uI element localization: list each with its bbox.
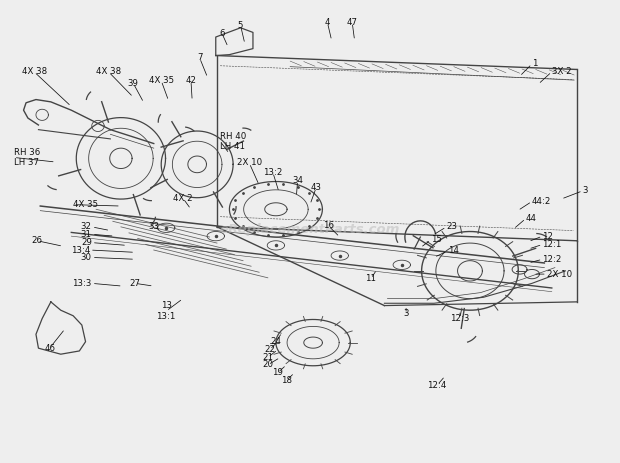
Text: 12:4: 12:4 [427,381,447,390]
Text: 6: 6 [219,29,224,38]
Text: 13
13:1: 13 13:1 [156,301,176,321]
Text: 21: 21 [262,353,273,362]
Text: 7: 7 [197,53,202,63]
Text: 11: 11 [365,274,376,283]
Text: 3: 3 [583,186,588,195]
Text: 42: 42 [185,76,197,85]
Text: RH 40
LH 41: RH 40 LH 41 [220,131,246,151]
Text: 29: 29 [81,238,92,247]
Text: 12: 12 [542,232,554,241]
Text: RH 36
LH 37: RH 36 LH 37 [14,148,40,167]
Text: 47: 47 [347,18,358,27]
Text: 46: 46 [44,344,55,353]
Text: 4X 38: 4X 38 [96,67,121,76]
Text: 1: 1 [532,59,538,69]
Text: 14: 14 [448,246,459,256]
Text: 4X 2: 4X 2 [173,194,193,203]
Text: 4X 35: 4X 35 [149,76,174,85]
Text: 44:2: 44:2 [532,197,551,206]
Text: 16: 16 [323,221,334,231]
Text: 15: 15 [431,235,442,244]
Text: 13:2: 13:2 [263,168,283,177]
Text: 31: 31 [81,230,92,239]
Text: 27: 27 [130,279,141,288]
Text: 26: 26 [32,236,43,245]
Text: 44: 44 [526,214,537,223]
Text: 12:2: 12:2 [542,255,562,264]
Text: 20: 20 [262,360,273,369]
Text: 43: 43 [311,183,322,192]
Text: 4X 38: 4X 38 [22,67,46,76]
Text: 4: 4 [325,18,330,27]
Text: 12:3: 12:3 [450,314,470,323]
Text: 2X 10: 2X 10 [237,158,262,168]
Text: 12:1: 12:1 [542,240,562,249]
Text: 3X 2: 3X 2 [552,67,572,76]
Text: 13:4: 13:4 [71,245,90,255]
Text: 24: 24 [270,337,281,346]
Text: 34: 34 [292,176,303,185]
Text: 22: 22 [264,345,275,354]
Text: eReplacementParts.com: eReplacementParts.com [220,223,400,236]
Text: 3: 3 [404,309,409,319]
Text: 18: 18 [281,376,292,385]
Text: 2X 10: 2X 10 [547,269,572,279]
Text: 32: 32 [81,222,92,232]
Text: 39: 39 [128,79,139,88]
Text: 30: 30 [81,253,92,262]
Text: 5: 5 [238,21,243,30]
Text: 13:3: 13:3 [73,279,92,288]
Text: 23: 23 [446,222,458,232]
Text: 19: 19 [272,368,283,377]
Text: 33: 33 [148,222,159,232]
Text: 4X 35: 4X 35 [73,200,99,209]
